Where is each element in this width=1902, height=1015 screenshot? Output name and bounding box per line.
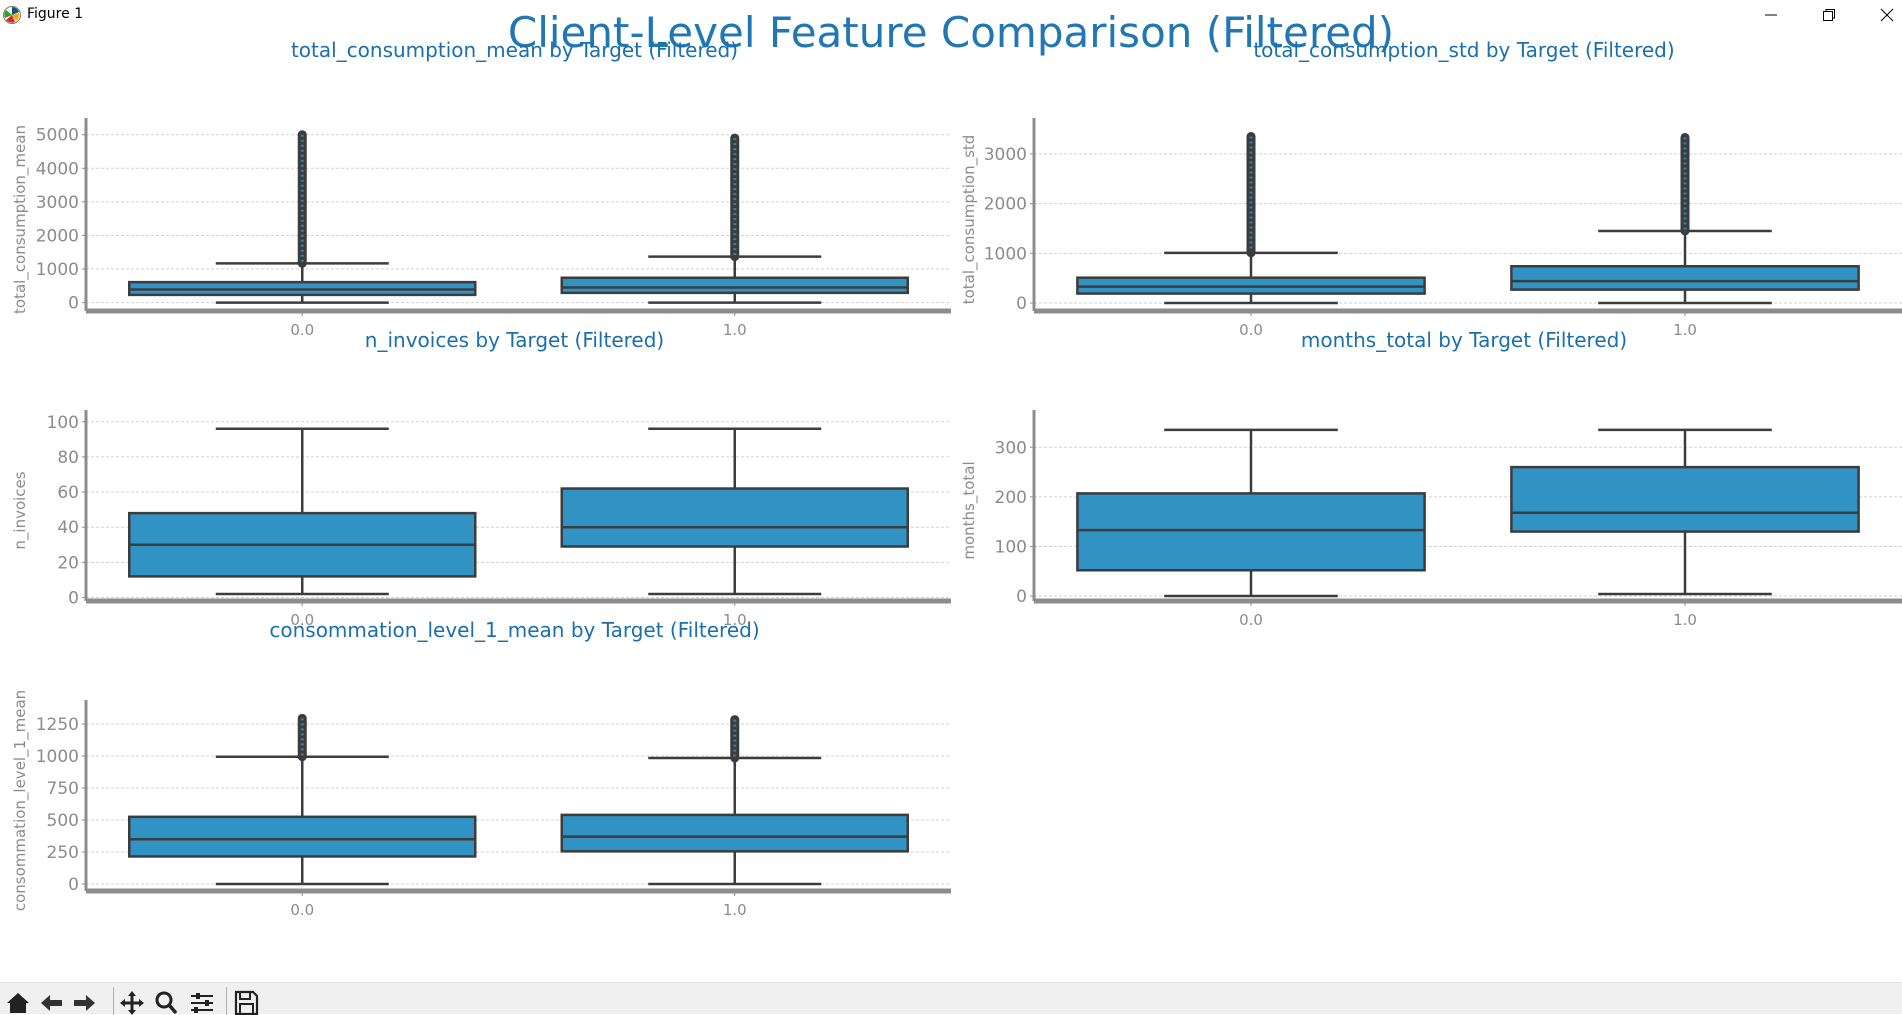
y-tick-label: 20: [57, 553, 79, 573]
back-arrow-icon[interactable]: [38, 989, 66, 1015]
y-tick-label: 5000: [36, 126, 79, 146]
boxplot-total-consumption-std: total_consumption_std by Target (Filtere…: [960, 38, 1902, 339]
x-tick-label: 1.0: [723, 321, 747, 339]
y-tick-label: 3000: [36, 193, 79, 213]
y-axis-label: months_total: [960, 461, 979, 559]
toolbar-separator: [113, 987, 114, 1015]
restore-icon: [1823, 9, 1835, 21]
x-tick-label: 1.0: [723, 611, 747, 629]
x-tick-label: 0.0: [290, 321, 314, 339]
y-tick-label: 750: [47, 779, 79, 799]
chart-title: total_consumption_std by Target (Filtere…: [1253, 38, 1674, 62]
window-titlebar: Figure 1: [0, 0, 1902, 30]
restore-button[interactable]: [1800, 0, 1858, 30]
y-axis-label: total_consumption_mean: [11, 125, 30, 314]
home-icon[interactable]: [4, 989, 32, 1015]
box-iqr: [128, 815, 477, 858]
box-iqr: [1510, 465, 1860, 533]
x-tick-label: 1.0: [723, 901, 747, 919]
forward-arrow-icon[interactable]: [70, 989, 98, 1015]
box-iqr: [1076, 492, 1426, 572]
y-tick-label: 300: [995, 438, 1027, 458]
y-tick-label: 0: [68, 588, 79, 608]
y-tick-label: 3000: [984, 145, 1027, 165]
y-tick-label: 100: [995, 537, 1027, 557]
y-tick-label: 4000: [36, 159, 79, 179]
y-tick-label: 0: [68, 875, 79, 895]
matplotlib-logo-icon: [3, 6, 21, 24]
box-iqr: [560, 487, 909, 548]
box-iqr: [560, 276, 909, 295]
configure-subplots-icon[interactable]: [188, 989, 216, 1015]
minimize-button[interactable]: [1742, 0, 1800, 30]
y-tick-label: 80: [57, 448, 79, 468]
chart-title: total_consumption_mean by Target (Filter…: [291, 38, 738, 62]
toolbar-separator: [226, 987, 227, 1015]
pan-icon[interactable]: [118, 989, 146, 1015]
boxplot-n-invoices: n_invoices by Target (Filtered) 0 20 40 60 80…: [11, 328, 951, 629]
y-axis-label: n_invoices: [11, 471, 30, 549]
y-tick-label: 2000: [36, 226, 79, 246]
chart-title: n_invoices by Target (Filtered): [365, 328, 664, 352]
boxplot-consommation-level-1-mean: consommation_level_1_mean by Target (Fil…: [11, 618, 951, 919]
x-tick-label: 1.0: [1673, 321, 1697, 339]
y-tick-label: 200: [995, 488, 1027, 508]
x-tick-label: 0.0: [1239, 611, 1263, 629]
navigation-toolbar: [0, 982, 1902, 1015]
y-tick-label: 2000: [984, 195, 1027, 215]
y-axis-label: total_consumption_std: [960, 135, 979, 305]
y-tick-label: 250: [47, 843, 79, 863]
x-tick-label: 1.0: [1673, 611, 1697, 629]
y-tick-label: 1000: [984, 244, 1027, 264]
chart-title: consommation_level_1_mean by Target (Fil…: [269, 618, 759, 642]
y-tick-label: 1000: [36, 747, 79, 767]
boxplot-months-total: months_total by Target (Filtered) 0 100 200…: [960, 328, 1902, 629]
close-icon: [1880, 8, 1894, 22]
x-tick-label: 0.0: [1239, 321, 1263, 339]
x-tick-label: 0.0: [290, 611, 314, 629]
figure-suptitle: Client-Level Feature Comparison (Filtere…: [507, 8, 1395, 57]
x-tick-label: 0.0: [290, 901, 314, 919]
minimize-icon: [1765, 14, 1777, 16]
chart-title: months_total by Target (Filtered): [1301, 328, 1627, 352]
y-tick-label: 40: [57, 518, 79, 538]
save-icon[interactable]: [232, 989, 260, 1015]
close-button[interactable]: [1858, 0, 1902, 30]
y-tick-label: 0: [1016, 294, 1027, 314]
window-title: Figure 1: [27, 6, 84, 22]
y-tick-label: 1000: [36, 260, 79, 280]
y-tick-label: 0: [68, 294, 79, 314]
y-tick-label: 60: [57, 483, 79, 503]
box-iqr: [560, 813, 909, 853]
boxplot-total-consumption-mean: total_consumption_mean by Target (Filter…: [11, 38, 951, 339]
box-iqr: [1510, 264, 1860, 291]
figure-canvas[interactable]: Client-Level Feature Comparison (Filtere…: [0, 8, 1902, 982]
y-tick-label: 100: [47, 413, 79, 433]
y-tick-label: 1250: [36, 715, 79, 735]
y-tick-label: 0: [1016, 587, 1027, 607]
y-axis-label: consommation_level_1_mean: [11, 690, 30, 911]
y-tick-label: 500: [47, 811, 79, 831]
zoom-icon[interactable]: [152, 989, 180, 1015]
